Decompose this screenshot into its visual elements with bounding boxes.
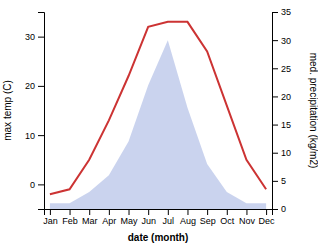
- tick-mark: [70, 209, 71, 215]
- tick-mark: [227, 209, 228, 215]
- y-axis: 0 10 20 30: [25, 13, 45, 210]
- tick-label: 35: [281, 7, 291, 17]
- tick: Sep: [200, 209, 216, 226]
- tick-label: Nov: [239, 216, 256, 226]
- tick-mark: [148, 209, 149, 215]
- plot: Jan Feb Mar Apr MayJun Jul Aug Sep Oct NovDec 0 10 2…: [25, 7, 291, 226]
- tick-mark: [272, 12, 278, 13]
- tick-label: Oct: [220, 216, 235, 226]
- tick-label: 10: [25, 131, 35, 141]
- tick-mark: [38, 135, 44, 136]
- tick: Nov: [239, 209, 256, 226]
- tick-label: 25: [281, 64, 291, 74]
- tick: Jul: [163, 209, 175, 226]
- tick-mark: [129, 209, 130, 215]
- tick-label: Jul: [163, 216, 175, 226]
- axis-line: [273, 13, 279, 210]
- tick-mark: [38, 86, 44, 87]
- tick: Aug: [180, 209, 196, 226]
- tick: 15: [272, 120, 291, 130]
- tick-label: Apr: [102, 216, 116, 226]
- tick-label: Feb: [62, 216, 78, 226]
- tick: 10: [272, 148, 291, 158]
- tick-label: 30: [25, 32, 35, 42]
- tick: 30: [272, 36, 291, 46]
- chart: Jan Feb Mar Apr MayJun Jul Aug Sep Oct NovDec 0 10 2…: [0, 0, 318, 247]
- tick-label: 10: [281, 148, 291, 158]
- tick: 10: [25, 131, 44, 141]
- tick-label: 15: [281, 120, 291, 130]
- x-axis: Jan Feb Mar Apr MayJun Jul Aug Sep Oct NovDec: [43, 209, 275, 226]
- y-axis-title: max temp (C): [2, 80, 13, 141]
- tick: 20: [272, 92, 291, 102]
- tick-label: Aug: [180, 216, 196, 226]
- tick: 0: [272, 204, 286, 214]
- line: [50, 22, 266, 194]
- tick-mark: [109, 209, 110, 215]
- y2-axis: 0 5 10 15 20 25 30 35: [272, 7, 291, 214]
- tick: 5: [272, 176, 286, 186]
- axis-line: [38, 13, 45, 210]
- tick-mark: [272, 68, 278, 69]
- tick-mark: [38, 184, 44, 185]
- tick-mark: [168, 209, 169, 215]
- tick-mark: [246, 209, 247, 215]
- tick-mark: [187, 209, 188, 215]
- marks: [50, 22, 266, 209]
- tick-label: 20: [25, 81, 35, 91]
- tick: 35: [272, 7, 291, 17]
- tick: 20: [25, 81, 44, 91]
- x-axis-title: date (month): [128, 232, 189, 243]
- tick-mark: [207, 209, 208, 215]
- tick-mark: [266, 209, 267, 215]
- axis-line: [45, 210, 273, 216]
- tick: Jan: [43, 209, 58, 226]
- tick: Mar: [82, 209, 98, 226]
- tick: May: [121, 209, 139, 226]
- tick-mark: [272, 209, 278, 210]
- tick-label: 5: [281, 176, 286, 186]
- tick: Jun: [141, 209, 156, 226]
- tick: 25: [272, 64, 291, 74]
- tick: Oct: [220, 209, 235, 226]
- tick-label: Mar: [82, 216, 98, 226]
- y2-axis-title: med. precipitation (kg/m2): [308, 53, 318, 169]
- tick-label: 30: [281, 36, 291, 46]
- tick-label: Jan: [43, 216, 58, 226]
- tick-label: May: [121, 216, 139, 226]
- tick-label: 0: [30, 180, 35, 190]
- tick-mark: [50, 209, 51, 215]
- tick-mark: [272, 40, 278, 41]
- tick-label: Dec: [259, 216, 276, 226]
- tick-label: Jun: [141, 216, 156, 226]
- tick-label: 0: [281, 204, 286, 214]
- tick-mark: [89, 209, 90, 215]
- tick: Apr: [102, 209, 116, 226]
- tick: 30: [25, 32, 44, 42]
- tick-mark: [38, 37, 44, 38]
- tick: Dec: [259, 209, 276, 226]
- tick: Feb: [62, 209, 78, 226]
- tick-label: Sep: [200, 216, 216, 226]
- tick-label: 20: [281, 92, 291, 102]
- tick: 0: [30, 180, 44, 190]
- tick-mark: [272, 96, 278, 97]
- tick-mark: [272, 125, 278, 126]
- tick-mark: [272, 181, 278, 182]
- tick-mark: [272, 153, 278, 154]
